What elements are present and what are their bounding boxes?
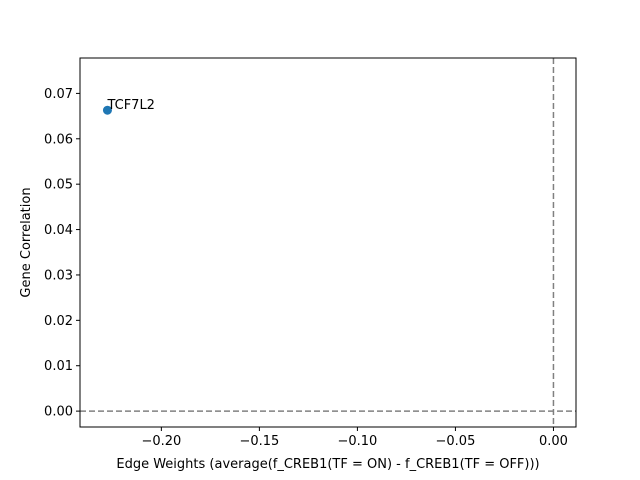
x-tick-label: −0.20 xyxy=(141,434,181,449)
y-tick-label: 0.03 xyxy=(44,268,73,283)
x-tick-label: −0.05 xyxy=(436,434,476,449)
x-tick-label: −0.15 xyxy=(239,434,279,449)
data-points: TCF7L2 xyxy=(102,98,155,115)
axis-ticks: −0.20 −0.15 −0.10 −0.05 0.00 0.00 0.01 0.02 0.03… xyxy=(44,87,568,449)
y-tick-label: 0.07 xyxy=(44,87,73,102)
reference-lines xyxy=(80,58,576,427)
x-tick-label: 0.00 xyxy=(539,434,568,449)
y-tick-label: 0.04 xyxy=(44,223,73,238)
y-tick-label: 0.00 xyxy=(44,405,73,420)
plot-frame xyxy=(79,57,577,428)
y-tick-label: 0.05 xyxy=(44,178,73,193)
x-tick-label: −0.10 xyxy=(337,434,377,449)
x-axis-label: Edge Weights (average(f_CREB1(TF = ON) -… xyxy=(116,457,539,472)
y-tick-label: 0.02 xyxy=(44,314,73,329)
data-point-label: TCF7L2 xyxy=(106,98,155,113)
y-axis-label: Gene Correlation xyxy=(19,187,34,297)
y-tick-label: 0.01 xyxy=(44,359,73,374)
y-tick-label: 0.06 xyxy=(44,132,73,147)
data-point xyxy=(102,105,112,115)
